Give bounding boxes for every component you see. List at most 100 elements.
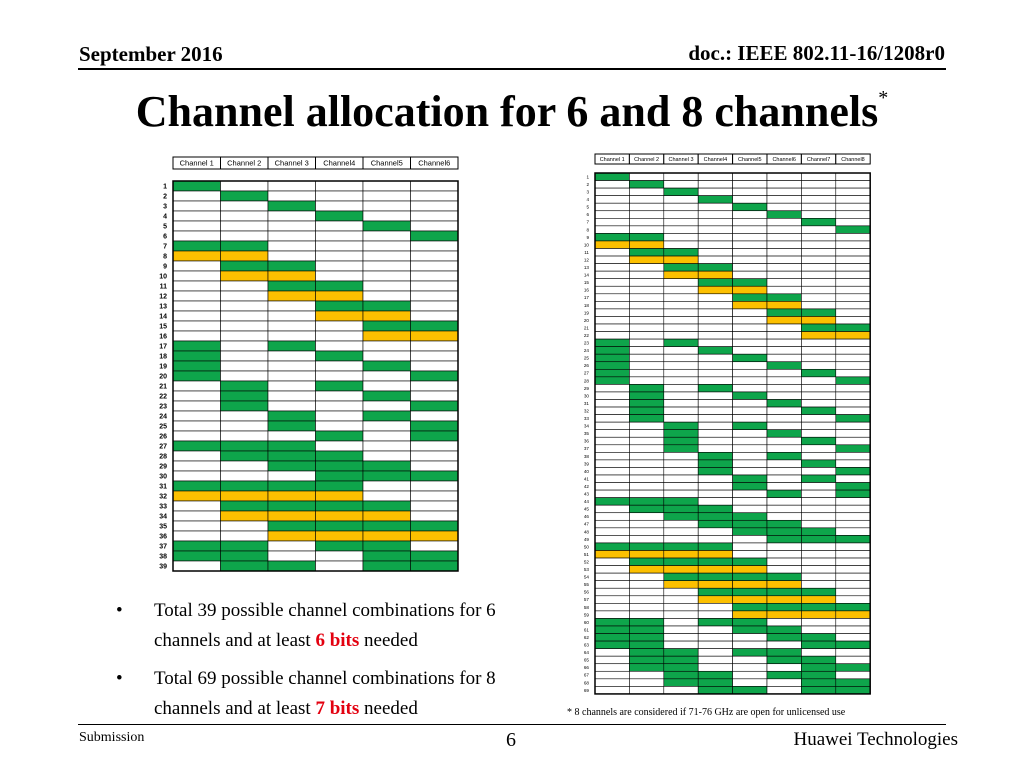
highlight-cell — [315, 310, 364, 322]
allocated-cell — [172, 350, 221, 362]
row-number: 4 — [163, 214, 167, 221]
row-number: 16 — [584, 288, 590, 293]
highlight-cell — [766, 580, 802, 589]
allocated-cell — [697, 346, 733, 355]
row-number: 32 — [159, 494, 167, 501]
empty-cell — [629, 195, 665, 204]
empty-cell — [766, 384, 802, 393]
column-header: Channel7 — [807, 157, 830, 163]
empty-cell — [801, 293, 837, 302]
allocated-cell — [629, 625, 665, 634]
allocated-cell — [801, 670, 837, 680]
empty-cell — [732, 655, 768, 665]
footnote: * 8 channels are considered if 71-76 GHz… — [567, 707, 846, 718]
empty-cell — [629, 323, 665, 332]
allocated-cell — [801, 459, 837, 468]
empty-cell — [697, 474, 733, 483]
empty-cell — [732, 172, 768, 181]
empty-cell — [594, 406, 630, 415]
empty-cell — [732, 663, 768, 672]
highlight-cell — [172, 490, 221, 502]
allocated-cell — [267, 520, 316, 532]
empty-cell — [766, 550, 802, 559]
highlight-cell — [663, 565, 699, 574]
empty-cell — [629, 474, 665, 483]
row-number: 64 — [584, 650, 590, 655]
empty-cell — [766, 467, 802, 476]
slide-title: Channel allocation for 6 and 8 channels* — [0, 86, 1024, 137]
highlight-cell — [732, 580, 768, 589]
allocated-cell — [594, 368, 630, 378]
empty-cell — [835, 263, 871, 272]
empty-cell — [697, 180, 733, 189]
allocated-cell — [594, 633, 630, 642]
empty-cell — [732, 444, 768, 453]
empty-cell — [766, 346, 802, 355]
empty-cell — [594, 467, 630, 476]
row-number: 68 — [584, 680, 590, 685]
allocated-cell — [697, 467, 733, 476]
allocated-cell — [410, 550, 459, 562]
bullet-item: • Total 39 possible channel combinations… — [110, 596, 550, 656]
empty-cell — [663, 587, 699, 597]
allocated-cell — [663, 248, 699, 257]
empty-cell — [594, 331, 630, 340]
allocated-cell — [766, 489, 802, 498]
empty-cell — [801, 512, 837, 521]
row-number: 24 — [159, 414, 167, 421]
empty-cell — [835, 655, 871, 665]
empty-cell — [267, 190, 316, 202]
empty-cell — [267, 210, 316, 222]
empty-cell — [629, 361, 665, 370]
empty-cell — [766, 263, 802, 272]
empty-cell — [801, 353, 837, 363]
allocated-cell — [697, 452, 733, 461]
empty-cell — [267, 230, 316, 242]
row-number: 30 — [584, 393, 590, 398]
empty-cell — [172, 330, 221, 342]
empty-cell — [835, 497, 871, 506]
empty-cell — [410, 210, 459, 222]
allocated-cell — [267, 260, 316, 272]
allocated-cell — [315, 480, 364, 492]
row-number: 10 — [584, 242, 590, 247]
highlight-cell — [267, 270, 316, 282]
empty-cell — [732, 467, 768, 476]
empty-cell — [801, 338, 837, 347]
row-number: 48 — [584, 529, 590, 534]
empty-cell — [835, 670, 871, 680]
empty-cell — [766, 482, 802, 491]
allocated-cell — [362, 520, 411, 532]
row-number: 4 — [586, 197, 589, 202]
empty-cell — [362, 400, 411, 412]
empty-cell — [594, 572, 630, 581]
empty-cell — [697, 353, 733, 363]
empty-cell — [594, 452, 630, 461]
empty-cell — [594, 678, 630, 687]
row-number: 7 — [586, 220, 589, 225]
highlight-cell — [732, 301, 768, 310]
empty-cell — [732, 218, 768, 227]
row-number: 15 — [584, 280, 590, 285]
empty-cell — [663, 384, 699, 393]
empty-cell — [410, 200, 459, 212]
empty-cell — [594, 686, 630, 695]
empty-cell — [766, 172, 802, 181]
allocated-cell — [220, 560, 269, 572]
empty-cell — [732, 240, 768, 249]
empty-cell — [835, 172, 871, 181]
empty-cell — [697, 527, 733, 536]
empty-cell — [835, 587, 871, 597]
empty-cell — [835, 248, 871, 257]
highlight-cell — [697, 580, 733, 589]
empty-cell — [663, 595, 699, 604]
row-number: 2 — [586, 182, 589, 187]
empty-cell — [172, 380, 221, 392]
empty-cell — [220, 350, 269, 362]
empty-cell — [594, 527, 630, 536]
empty-cell — [220, 420, 269, 432]
empty-cell — [697, 301, 733, 310]
empty-cell — [410, 290, 459, 302]
row-number: 18 — [159, 354, 167, 361]
empty-cell — [663, 210, 699, 219]
